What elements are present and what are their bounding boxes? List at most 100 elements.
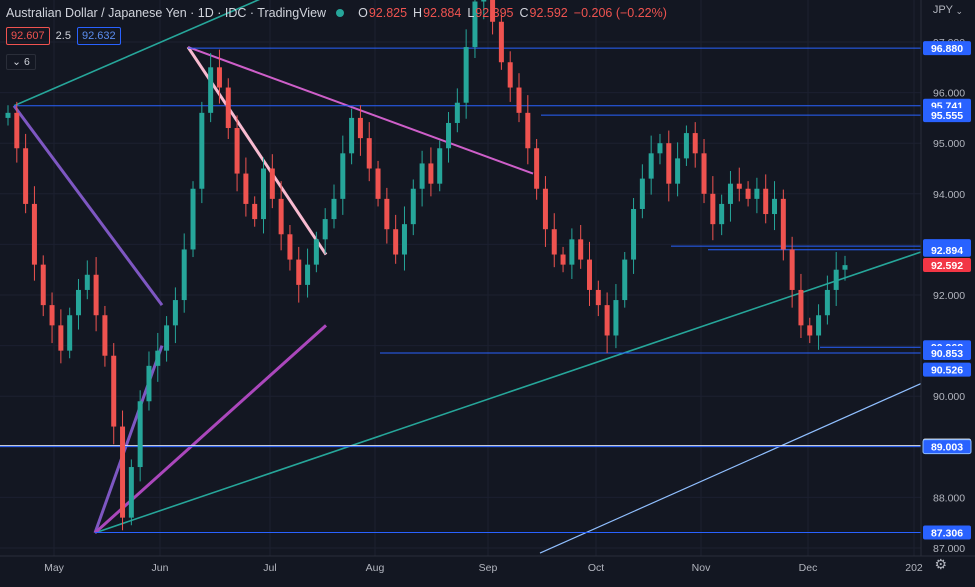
price-label: 87.306 xyxy=(931,528,963,540)
candle-body xyxy=(296,259,302,285)
candle-body xyxy=(111,355,117,427)
candle-body xyxy=(49,305,55,326)
candle-body xyxy=(331,198,337,220)
price-label: 95.555 xyxy=(931,110,963,122)
candle-body xyxy=(604,305,610,336)
candle-body xyxy=(446,122,452,149)
chart-header: Australian Dollar / Japanese Yen · 1D · … xyxy=(6,5,673,21)
price-label-bg xyxy=(923,108,971,123)
candle-body xyxy=(516,87,522,113)
candle-body xyxy=(31,203,37,265)
candle-body xyxy=(137,401,143,468)
candle-body xyxy=(181,249,187,301)
currency-label[interactable]: JPY xyxy=(932,4,953,16)
candle-body xyxy=(816,315,822,336)
time-tick-label: Jul xyxy=(263,562,276,574)
candle-body xyxy=(639,178,645,209)
price-label-bg xyxy=(923,525,971,540)
candle-body xyxy=(657,143,663,154)
time-axis: May Jun Jul Aug Sep Oct Nov Dec 202 xyxy=(0,555,975,574)
candle-body xyxy=(322,219,328,240)
candle-body xyxy=(155,350,161,366)
candles xyxy=(5,0,848,531)
candle-body xyxy=(419,163,425,189)
indicators-toggle[interactable]: ⌄ 6 xyxy=(6,54,36,70)
candle-body xyxy=(67,315,73,351)
candle-body xyxy=(648,153,654,179)
candle-body xyxy=(481,0,487,2)
candle-body xyxy=(287,234,293,260)
candle-body xyxy=(437,148,443,184)
open-label: O xyxy=(358,6,368,20)
candle-body xyxy=(807,325,813,336)
price-tick-label: 92.000 xyxy=(933,290,965,302)
candle-body xyxy=(578,239,584,260)
candle-body xyxy=(401,224,407,255)
candle-body xyxy=(84,274,90,290)
price-tick-label: 96.000 xyxy=(933,88,965,100)
candle-body xyxy=(454,102,460,123)
candle-body xyxy=(463,47,469,103)
candle-body xyxy=(719,203,725,225)
candle-body xyxy=(384,198,390,230)
candle-body xyxy=(824,289,830,316)
candle-body xyxy=(569,239,575,265)
time-tick-label: Oct xyxy=(588,562,604,574)
price-label: 90.853 xyxy=(931,348,963,360)
candle-body xyxy=(349,117,355,154)
candle-body xyxy=(727,183,733,204)
candle-body xyxy=(190,188,196,250)
candle-body xyxy=(23,148,29,204)
candle-body xyxy=(357,117,363,139)
spread-value: 2.5 xyxy=(55,30,71,42)
low-label: L xyxy=(467,6,475,20)
indicators-count: 6 xyxy=(23,56,30,68)
buy-price-button[interactable]: 92.632 xyxy=(76,27,121,45)
candle-body xyxy=(560,254,566,265)
low-value: 92.395 xyxy=(475,6,514,20)
price-axis: 99.00098.00097.00096.00095.00094.00093.0… xyxy=(920,0,975,587)
time-tick-label: Sep xyxy=(479,562,498,574)
candle-body xyxy=(340,153,346,199)
price-label-bg xyxy=(923,41,971,56)
candle-body xyxy=(146,365,152,402)
candle-body xyxy=(666,143,672,184)
price-tick-label: 87.000 xyxy=(933,543,965,555)
candle-body xyxy=(164,325,170,351)
time-tick-label: Dec xyxy=(799,562,818,574)
quote-row: 92.607 2.5 92.632 xyxy=(6,27,121,45)
candle-body xyxy=(375,168,381,199)
price-label: 96.880 xyxy=(931,43,963,55)
candle-body xyxy=(754,188,760,199)
sell-price-button[interactable]: 92.607 xyxy=(6,27,50,45)
candle-body xyxy=(393,229,399,255)
candle-body xyxy=(534,148,540,189)
candle-body xyxy=(102,315,108,356)
price-label: 92.592 xyxy=(931,260,963,272)
candle-body xyxy=(58,325,64,351)
candle-body xyxy=(595,289,601,306)
candle-body xyxy=(172,300,178,326)
candle-body xyxy=(833,269,839,290)
candle-body xyxy=(631,208,637,260)
candle-body xyxy=(675,158,681,184)
price-tick-label: 94.000 xyxy=(933,189,965,201)
gear-icon[interactable]: ⚙ xyxy=(934,556,947,572)
time-tick-label: Jun xyxy=(152,562,169,574)
candle-body xyxy=(736,183,742,189)
candle-body xyxy=(692,133,698,154)
candle-body xyxy=(40,264,46,306)
price-label-bg xyxy=(923,258,971,273)
candle-body xyxy=(199,112,205,189)
symbol-title[interactable]: Australian Dollar / Japanese Yen · 1D · … xyxy=(6,6,327,20)
price-tick-label: 90.000 xyxy=(933,391,965,403)
candle-body xyxy=(128,467,134,518)
candle-body xyxy=(683,133,689,159)
candle-body xyxy=(278,198,284,235)
candle-body xyxy=(542,188,548,230)
high-label: H xyxy=(413,6,423,20)
candle-body xyxy=(551,229,557,255)
price-label: 90.526 xyxy=(931,365,963,377)
candle-body xyxy=(208,67,214,113)
